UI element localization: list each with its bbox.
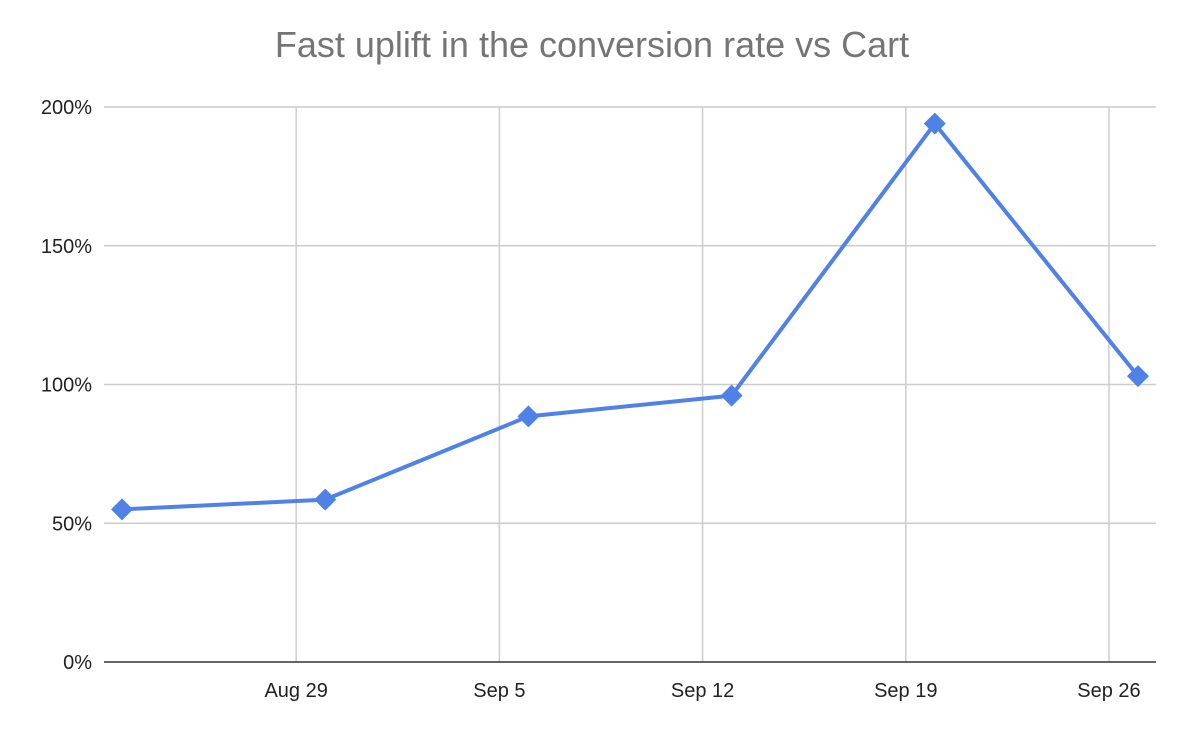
x-tick-label: Sep 5 [473,680,525,702]
data-point-marker [517,405,540,428]
x-tick-label: Sep 12 [671,680,734,702]
y-tick-label: 0% [63,652,92,674]
data-point-marker [1127,365,1149,388]
y-tick-label: 200% [41,97,92,119]
y-tick-label: 100% [41,375,92,397]
y-tick-label: 150% [41,236,92,258]
data-point-marker [314,488,337,511]
x-tick-label: Sep 26 [1077,680,1140,702]
data-point-marker [720,384,743,407]
data-point-marker [111,498,133,521]
data-point-marker [923,112,946,135]
series-line [121,121,1140,512]
x-tick-label: Aug 29 [264,680,327,702]
chart-title: Fast uplift in the conversion rate vs Ca… [274,24,910,65]
x-tick-label: Sep 19 [874,680,937,702]
y-tick-label: 50% [52,513,92,535]
